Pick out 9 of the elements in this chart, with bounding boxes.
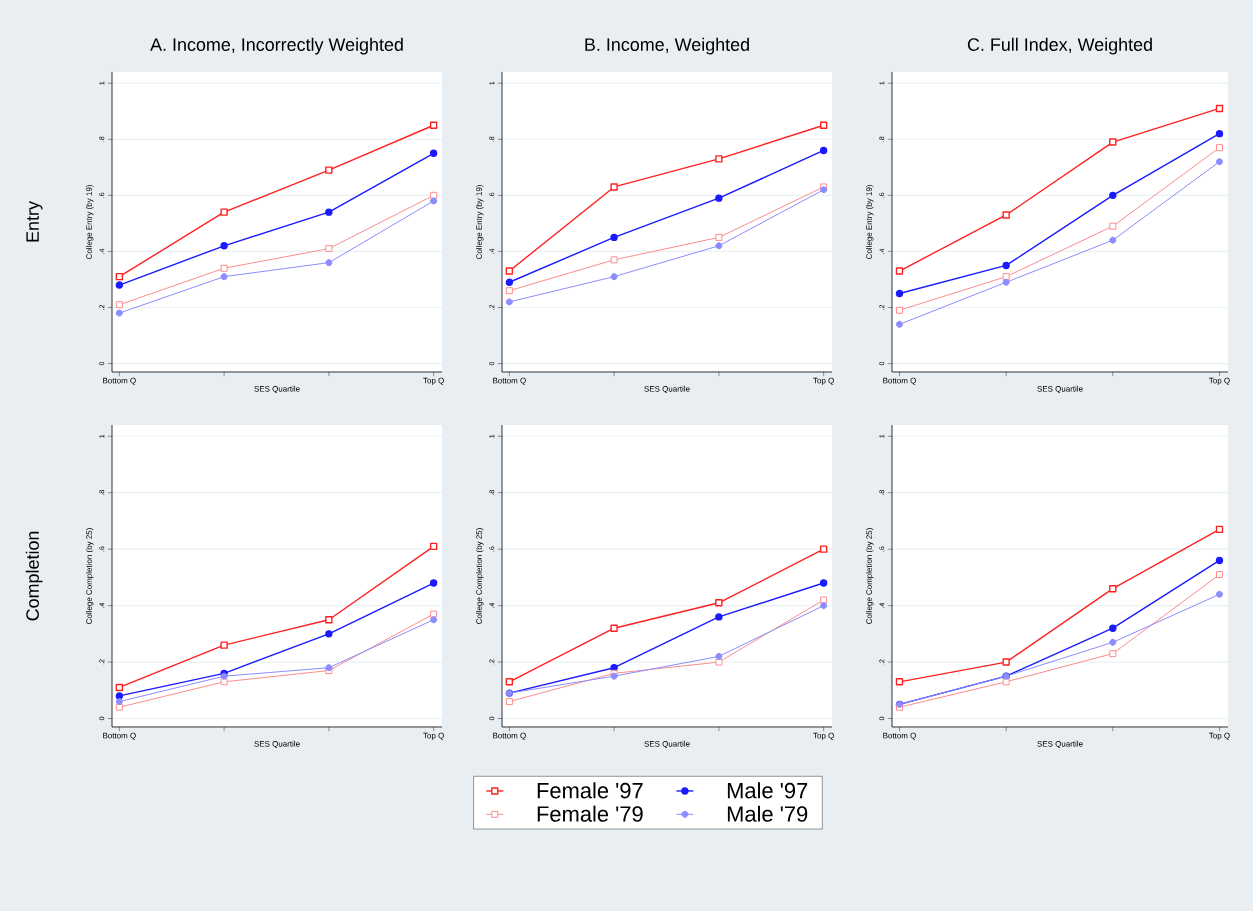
chart-title: A. Income, Incorrectly Weighted — [150, 37, 403, 55]
chart-title: C. Full Index, Weighted — [967, 37, 1152, 55]
legend-label: Male '97 — [727, 782, 808, 799]
legend-label: Female '79 — [537, 805, 643, 822]
legend-label: Male '79 — [727, 805, 808, 822]
chart-title: B. Income, Weighted — [585, 37, 749, 55]
text: Completion — [25, 531, 43, 621]
legend-label: Female '97 — [537, 782, 643, 799]
text: Entry — [26, 201, 43, 242]
